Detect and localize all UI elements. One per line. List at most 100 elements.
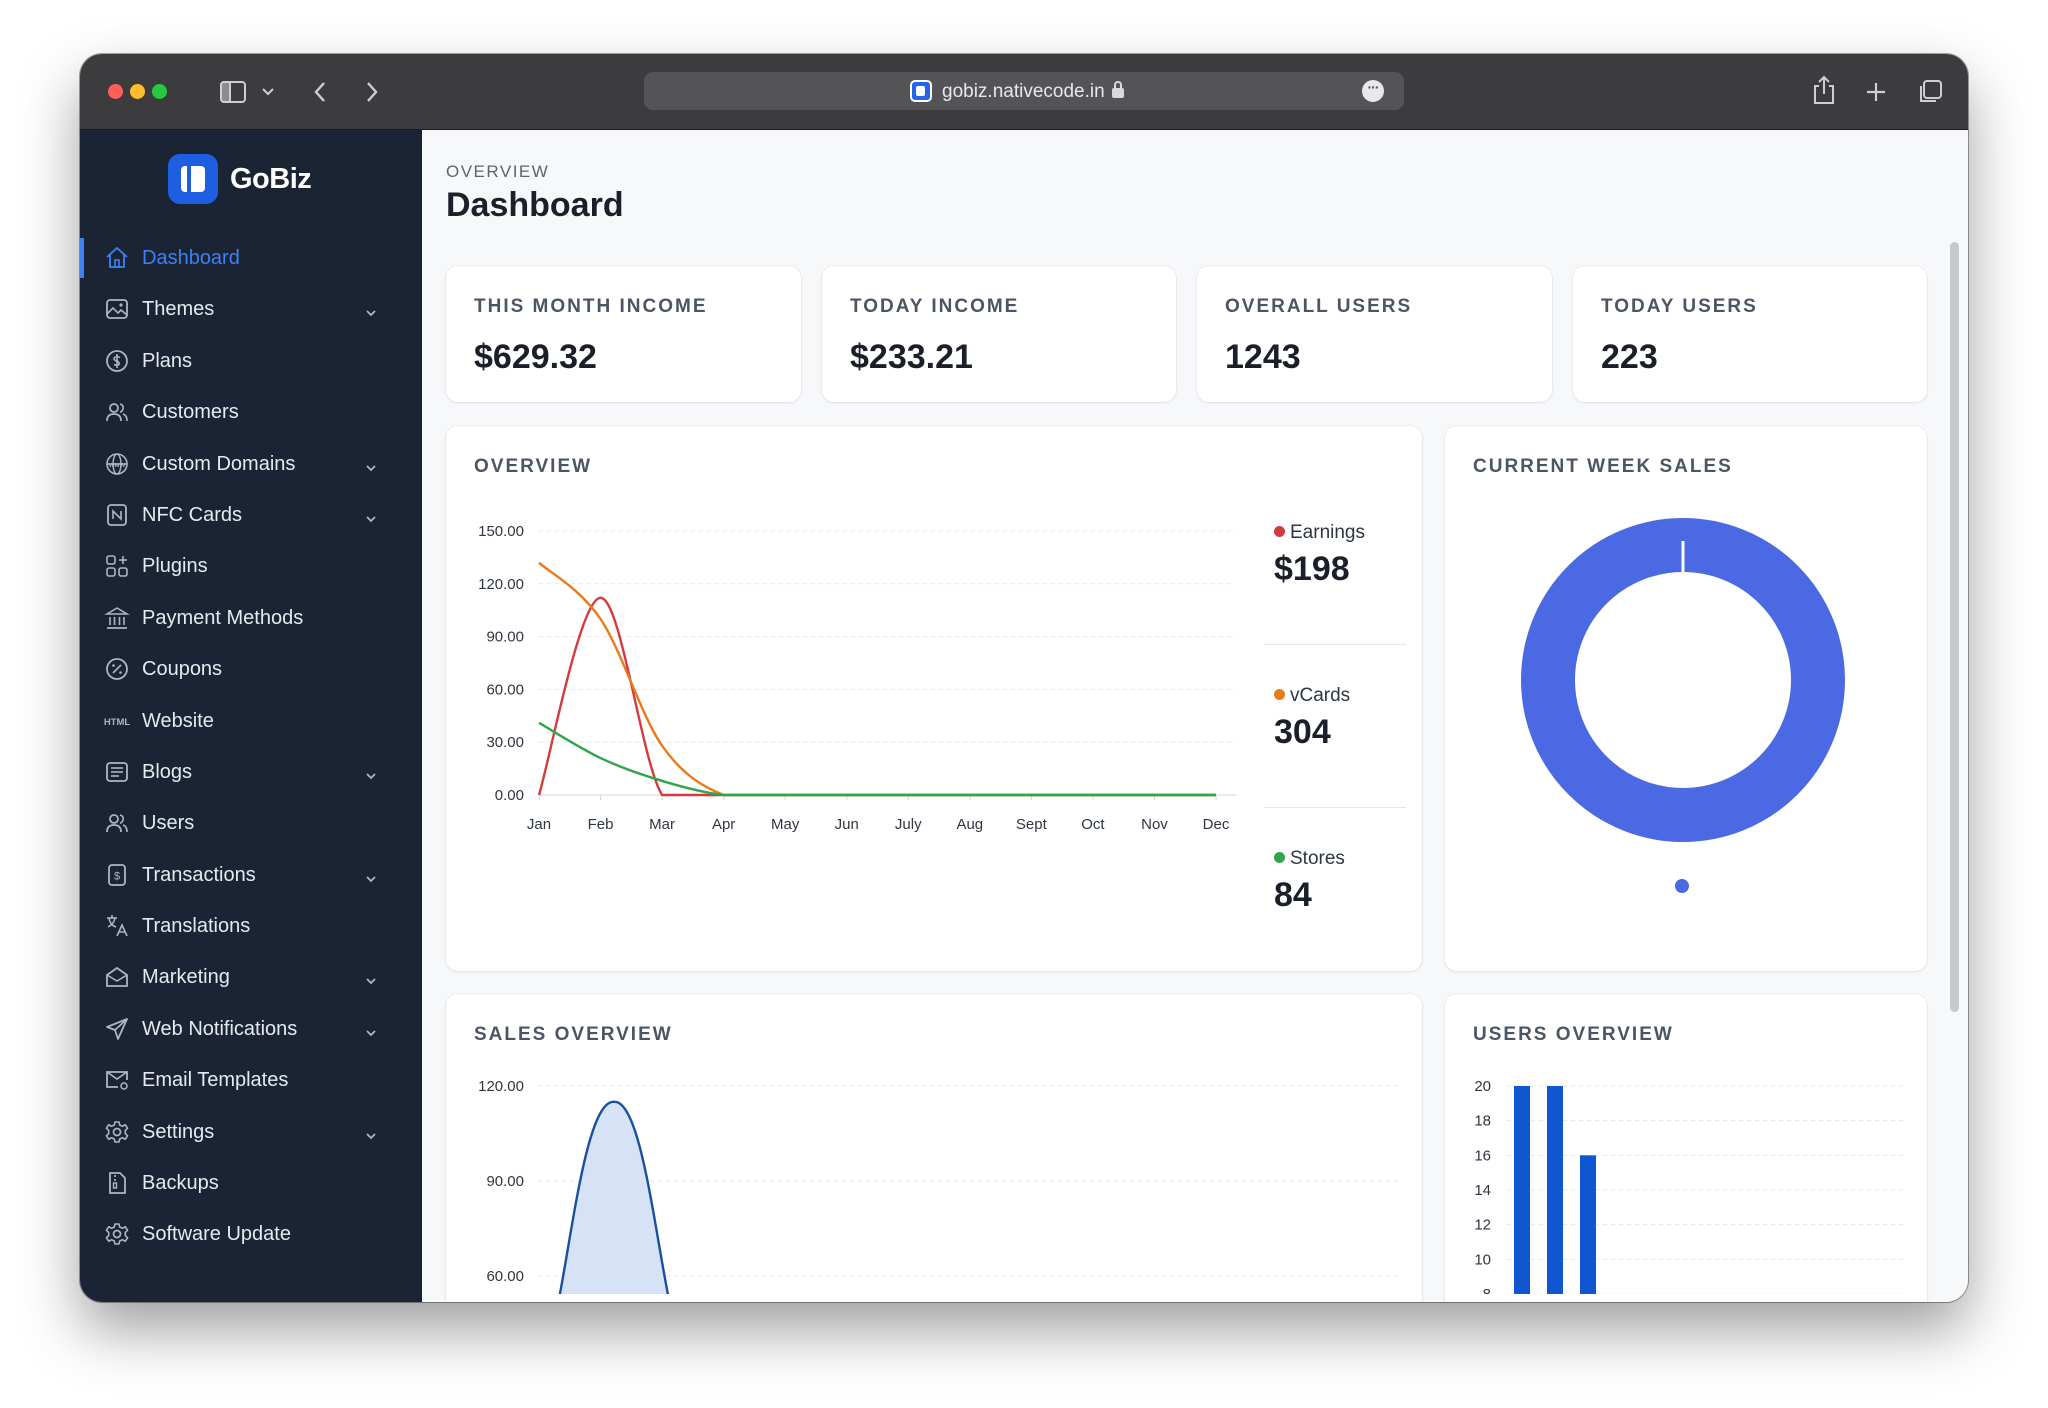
legend-dot-icon: [1274, 852, 1285, 863]
users-overview-bar-chart[interactable]: 8 10 12 14 16 18 20: [1445, 994, 1927, 1294]
sales-overview-area-chart[interactable]: 60.00 90.00 120.00: [446, 994, 1422, 1294]
sidebar-item-blogs[interactable]: Blogs: [80, 746, 422, 797]
sidebar-item-settings[interactable]: Settings: [80, 1106, 422, 1157]
stat-card-value: 1243: [1225, 338, 1301, 376]
plus-icon[interactable]: [1862, 78, 1890, 106]
mail-cog-icon: [104, 1067, 130, 1093]
sidebar-item-marketing[interactable]: Marketing: [80, 951, 422, 1002]
sidebar-item-web-notifications[interactable]: Web Notifications: [80, 1003, 422, 1054]
svg-text:$: $: [114, 870, 120, 882]
sidebar-item-label: Website: [142, 709, 214, 732]
mail-opened-icon: [104, 964, 130, 990]
legend-divider: [1264, 644, 1406, 645]
sidebar-item-label: Transactions: [142, 863, 256, 886]
sales-area-series[interactable]: [556, 1100, 672, 1294]
receipt-icon: $: [104, 862, 130, 888]
sidebar-item-transactions[interactable]: $ Transactions: [80, 849, 422, 900]
chevron-down-icon: [364, 301, 378, 324]
current-week-sales-donut-chart[interactable]: [1445, 486, 1927, 956]
users-overview-title: USERS OVERVIEW: [1473, 1024, 1674, 1045]
sidebar-item-label: Backups: [142, 1172, 219, 1195]
sidebar-item-customers[interactable]: Customers: [80, 386, 422, 437]
y-tick-label: 90.00: [486, 1173, 524, 1190]
sidebar-item-label: NFC Cards: [142, 503, 243, 526]
browser-toolbar: gobiz.nativecode.in ···: [80, 54, 1968, 130]
sidebar-item-nfc-cards[interactable]: NFC Cards: [80, 489, 422, 540]
sidebar-item-dashboard[interactable]: Dashboard: [80, 232, 422, 283]
legend-dot-icon: [1274, 526, 1285, 537]
series-line-earnings[interactable]: [537, 596, 1216, 797]
sidebar-item-plans[interactable]: Plans: [80, 335, 422, 386]
sidebar-item-label: Customers: [142, 401, 239, 424]
share-icon[interactable]: [1810, 74, 1838, 106]
sidebar-item-themes[interactable]: Themes: [80, 283, 422, 334]
apps-grid-icon: [104, 553, 130, 579]
stat-card-today-income: TODAY INCOME $233.21: [822, 266, 1176, 402]
image-icon: [104, 296, 130, 322]
stat-card-title: TODAY INCOME: [850, 296, 1020, 317]
y-tick-label: 30.00: [486, 734, 524, 751]
sidebar-item-software-update[interactable]: Software Update: [80, 1208, 422, 1259]
y-tick-label: 0.00: [495, 787, 524, 804]
sidebar-item-custom-domains[interactable]: www Custom Domains: [80, 438, 422, 489]
sidebar-item-label: Payment Methods: [142, 606, 304, 629]
sidebar-icon[interactable]: [218, 78, 248, 106]
chevron-left-icon[interactable]: [308, 78, 332, 106]
sidebar-item-backups[interactable]: Backups: [80, 1157, 422, 1208]
page-scrollbar[interactable]: [1950, 242, 1959, 1012]
sidebar-item-users[interactable]: Users: [80, 797, 422, 848]
page-pretitle: OVERVIEW: [446, 162, 550, 181]
donut-legend-marker[interactable]: [1675, 879, 1689, 893]
x-tick-label: July: [895, 816, 922, 833]
zoom-window-button[interactable]: [152, 84, 167, 99]
current-week-sales-card: CURRENT WEEK SALES: [1445, 426, 1927, 971]
x-tick-label: Jan: [527, 816, 551, 833]
chevron-down-icon: [364, 1124, 378, 1147]
x-tick-label: Aug: [956, 816, 983, 833]
address-bar[interactable]: gobiz.nativecode.in ···: [644, 72, 1404, 110]
sidebar-item-translations[interactable]: Translations: [80, 900, 422, 951]
x-tick-label: Apr: [712, 816, 735, 833]
svg-text:www: www: [108, 462, 126, 469]
settings-update-icon: [104, 1221, 130, 1247]
sidebar-item-plugins[interactable]: Plugins: [80, 540, 422, 591]
legend-dot-icon: [1274, 689, 1285, 700]
stat-card-title: OVERALL USERS: [1225, 296, 1413, 317]
brand-name: GoBiz: [230, 162, 312, 195]
tabs-overview-icon[interactable]: [1916, 78, 1944, 106]
minimize-window-button[interactable]: [130, 84, 145, 99]
close-window-button[interactable]: [108, 84, 123, 99]
users-bar[interactable]: [1547, 1086, 1563, 1294]
y-tick-label: 18: [1474, 1113, 1491, 1130]
chevron-down-icon[interactable]: [260, 84, 276, 100]
overview-card: OVERVIEW 0.00 30.00 60.00 90.00 120.00 150.00…: [446, 426, 1422, 971]
more-options-icon[interactable]: ···: [1362, 80, 1384, 102]
sidebar-item-payment-methods[interactable]: Payment Methods: [80, 592, 422, 643]
legend-earnings-total: $198: [1274, 550, 1350, 588]
overview-line-chart[interactable]: 0.00 30.00 60.00 90.00 120.00 150.00 Jan Feb Mar…: [446, 471, 1246, 971]
sidebar-item-label: Email Templates: [142, 1069, 289, 1092]
y-tick-label: 120.00: [478, 1078, 524, 1095]
users-bar[interactable]: [1514, 1086, 1530, 1294]
article-icon: [104, 759, 130, 785]
sidebar-item-email-templates[interactable]: Email Templates: [80, 1054, 422, 1105]
legend-stores-label: Stores: [1290, 848, 1345, 869]
sidebar-item-website[interactable]: HTML Website: [80, 695, 422, 746]
sidebar: GoBiz Dashboard Themes Plans Customers www Cu…: [80, 130, 422, 1302]
sidebar-item-label: Settings: [142, 1120, 215, 1143]
sidebar-item-coupons[interactable]: Coupons: [80, 643, 422, 694]
lock-icon: [1112, 81, 1124, 98]
brand-logo[interactable]: GoBiz: [168, 154, 312, 204]
chevron-right-icon[interactable]: [360, 78, 384, 106]
dollar-circle-icon: [104, 348, 130, 374]
users-bar[interactable]: [1580, 1155, 1596, 1294]
users-icon: [104, 810, 130, 836]
x-tick-label: Nov: [1141, 816, 1168, 833]
series-line-vcards[interactable]: [538, 561, 1216, 797]
sidebar-item-label: Software Update: [142, 1223, 291, 1246]
legend-vcards-label: vCards: [1290, 685, 1351, 706]
stat-card-title: THIS MONTH INCOME: [474, 296, 708, 317]
series-line-stores[interactable]: [538, 721, 1216, 797]
stat-card-title: TODAY USERS: [1601, 296, 1758, 317]
sales-overview-card: SALES OVERVIEW 60.00 90.00 120.00: [446, 994, 1422, 1302]
